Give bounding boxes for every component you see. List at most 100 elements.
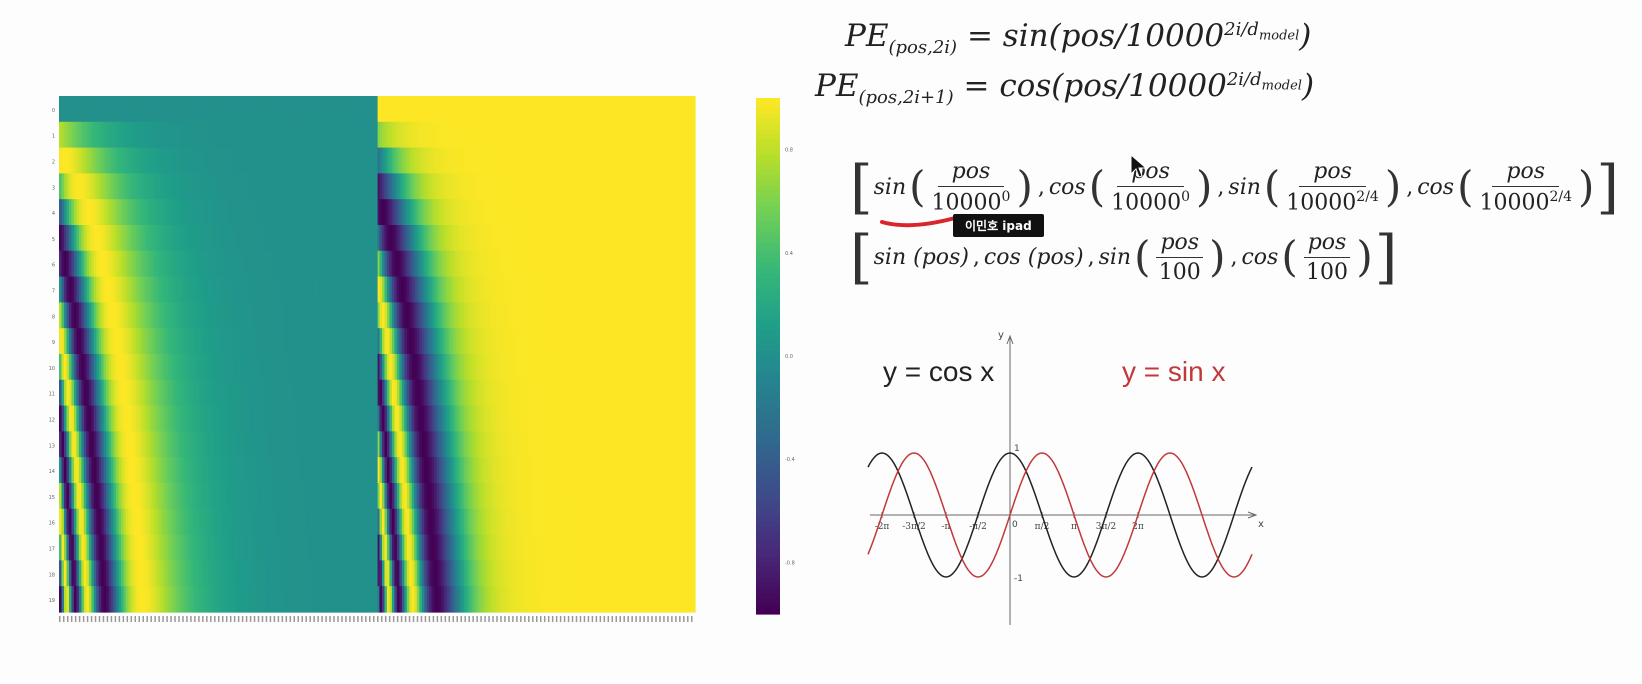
term3-den-base: 10000 xyxy=(1286,190,1357,216)
term2-den: 100000 xyxy=(1111,187,1190,215)
term4-den-base: 10000 xyxy=(1479,190,1550,216)
x-tick-label: π xyxy=(1071,522,1077,532)
term3-fn: sin xyxy=(1228,174,1261,200)
term1-den-base: 10000 xyxy=(931,190,1002,216)
positional-encoding-heatmap: 0 1 2 3 4 5 6 7 8 9 10 11 12 13 14 15 16 17 18 19 xyxy=(42,96,712,652)
right-bracket: ] xyxy=(1374,223,1398,291)
sin-label: y = sin x xyxy=(1122,356,1226,387)
term2-den-exp: 0 xyxy=(1181,188,1191,205)
left-paren: ( xyxy=(1281,232,1298,281)
user-tooltip: 이민호 ipad xyxy=(953,214,1044,237)
row2-term4-frac: pos 100 xyxy=(1303,230,1351,285)
row2-term3-frac: pos 100 xyxy=(1156,230,1204,285)
term1-frac: pos 100000 xyxy=(932,159,1011,215)
pe-cos-label: PE xyxy=(815,68,859,104)
x-tick-label: -π xyxy=(942,522,951,532)
colorbar-tick: -0.4 xyxy=(785,457,795,463)
comma: , xyxy=(1230,244,1238,270)
x-tick-label: -π/2 xyxy=(969,522,987,532)
heatmap-y-tick: 18 xyxy=(49,572,55,578)
pe-sin-equals: = xyxy=(966,18,993,54)
left-paren: ( xyxy=(1263,162,1281,211)
heatmap-y-tick: 13 xyxy=(49,443,55,449)
term4-fn: cos xyxy=(1417,174,1455,200)
left-paren: ( xyxy=(1134,232,1151,281)
heatmap-y-tick: 9 xyxy=(52,340,55,346)
row2-term4-fn: cos xyxy=(1241,244,1279,270)
pe-cos-arg: (pos/10000 xyxy=(1051,68,1227,104)
x-axis-label: x xyxy=(1258,519,1264,530)
x-tick-label: 2π xyxy=(1132,522,1144,532)
pe-cos-close: ) xyxy=(1301,68,1315,104)
x-tick-label: π/2 xyxy=(1035,522,1050,532)
row2-term3-fn: sin xyxy=(1098,244,1132,270)
x-tick-label: 3π/2 xyxy=(1096,522,1116,532)
term3-den-exp: 2/4 xyxy=(1356,188,1379,205)
right-paren: ) xyxy=(1356,232,1373,281)
left-paren: ( xyxy=(1088,162,1106,211)
x-tick-label: -3π/2 xyxy=(902,522,925,532)
pe-sin-close: ) xyxy=(1299,18,1312,54)
row2-term4-num: pos xyxy=(1303,230,1351,258)
pe-cos-fn: cos xyxy=(999,68,1052,104)
red-underline-annotation xyxy=(880,216,957,228)
heatmap-y-tick: 8 xyxy=(52,314,55,320)
y-tick-one: 1 xyxy=(1014,444,1020,454)
trig-graph-plot: y x 1 -1 0 -2π -3π/2 -π -π/2 π/2 π 3π/2 2π xyxy=(867,330,1264,625)
cos-label: y = cos x xyxy=(883,356,995,387)
heatmap-colorbar: 0.8 0.4 0.0 -0.4 -0.8 xyxy=(756,98,795,640)
heatmap-y-tick: 4 xyxy=(52,211,55,217)
y-axis-label: y xyxy=(998,330,1004,341)
row2-term3-num: pos xyxy=(1156,230,1204,258)
pe-sin-label: PE xyxy=(845,18,889,54)
comma: , xyxy=(1037,174,1045,200)
right-bracket: ] xyxy=(1596,153,1620,221)
term2-frac: pos 100000 xyxy=(1111,159,1190,215)
row2-term1: sin (pos) xyxy=(873,244,969,270)
heatmap-y-tick: 12 xyxy=(49,418,55,424)
heatmap-y-tick: 3 xyxy=(52,185,55,191)
x-axis-arrow-icon xyxy=(1247,511,1258,519)
right-paren: ) xyxy=(1209,232,1226,281)
vector-row-2: [ sin (pos), cos (pos), sin ( pos 100 ),… xyxy=(850,228,1397,286)
heatmap-y-tick: 6 xyxy=(52,263,55,269)
x-tick-label: -2π xyxy=(875,522,890,532)
pe-sin-formula: PE(pos,2i) = sin(pos/100002i/dmodel) xyxy=(845,18,1311,58)
pe-sin-subscript: (pos,2i) xyxy=(888,37,958,59)
pe-sin-exp: 2i/d xyxy=(1224,18,1259,40)
vector-row-1: [ sin ( pos 100000 ), cos ( pos 100000 )… xyxy=(850,158,1619,216)
term3-num: pos xyxy=(1299,159,1366,187)
cos-curve xyxy=(867,452,1253,578)
comma: , xyxy=(1217,174,1225,200)
heatmap-y-tick: 2 xyxy=(52,160,55,166)
colorbar-tick: -0.8 xyxy=(785,560,795,566)
comma: , xyxy=(1406,174,1414,200)
pe-sin-arg: (pos/10000 xyxy=(1048,18,1225,54)
term4-den: 100002/4 xyxy=(1479,187,1572,215)
left-bracket: [ xyxy=(850,223,873,291)
heatmap-y-tick: 1 xyxy=(52,134,55,140)
colorbar-tick: 0.0 xyxy=(785,354,793,360)
heatmap-y-tick: 0 xyxy=(52,108,55,114)
heatmap-y-tick: 17 xyxy=(49,547,55,553)
row2-term4-den: 100 xyxy=(1306,259,1349,285)
term4-frac: pos 100002/4 xyxy=(1479,159,1572,215)
comma: , xyxy=(1087,244,1095,270)
y-axis-arrow-icon xyxy=(1006,334,1014,345)
right-paren: ) xyxy=(1384,162,1402,211)
right-paren: ) xyxy=(1578,162,1595,211)
pe-cos-formula: PE(pos,2i+1) = cos(pos/100002i/dmodel) xyxy=(815,68,1314,108)
heatmap-y-tick: 16 xyxy=(49,521,55,527)
left-bracket: [ xyxy=(850,153,873,221)
colorbar-plot: 0.8 0.4 0.0 -0.4 -0.8 xyxy=(756,98,795,615)
term1-den: 100000 xyxy=(932,187,1011,215)
right-paren: ) xyxy=(1196,162,1213,211)
pe-cos-subscript: (pos,2i+1) xyxy=(858,87,954,109)
term2-fn: cos xyxy=(1048,174,1086,200)
pe-cos-exp-sub: model xyxy=(1261,78,1302,94)
x-tick-zero: 0 xyxy=(1012,520,1018,530)
mouse-cursor-icon xyxy=(1130,154,1148,178)
term3-den: 100002/4 xyxy=(1286,187,1379,215)
heatmap-y-tick: 14 xyxy=(49,469,55,475)
